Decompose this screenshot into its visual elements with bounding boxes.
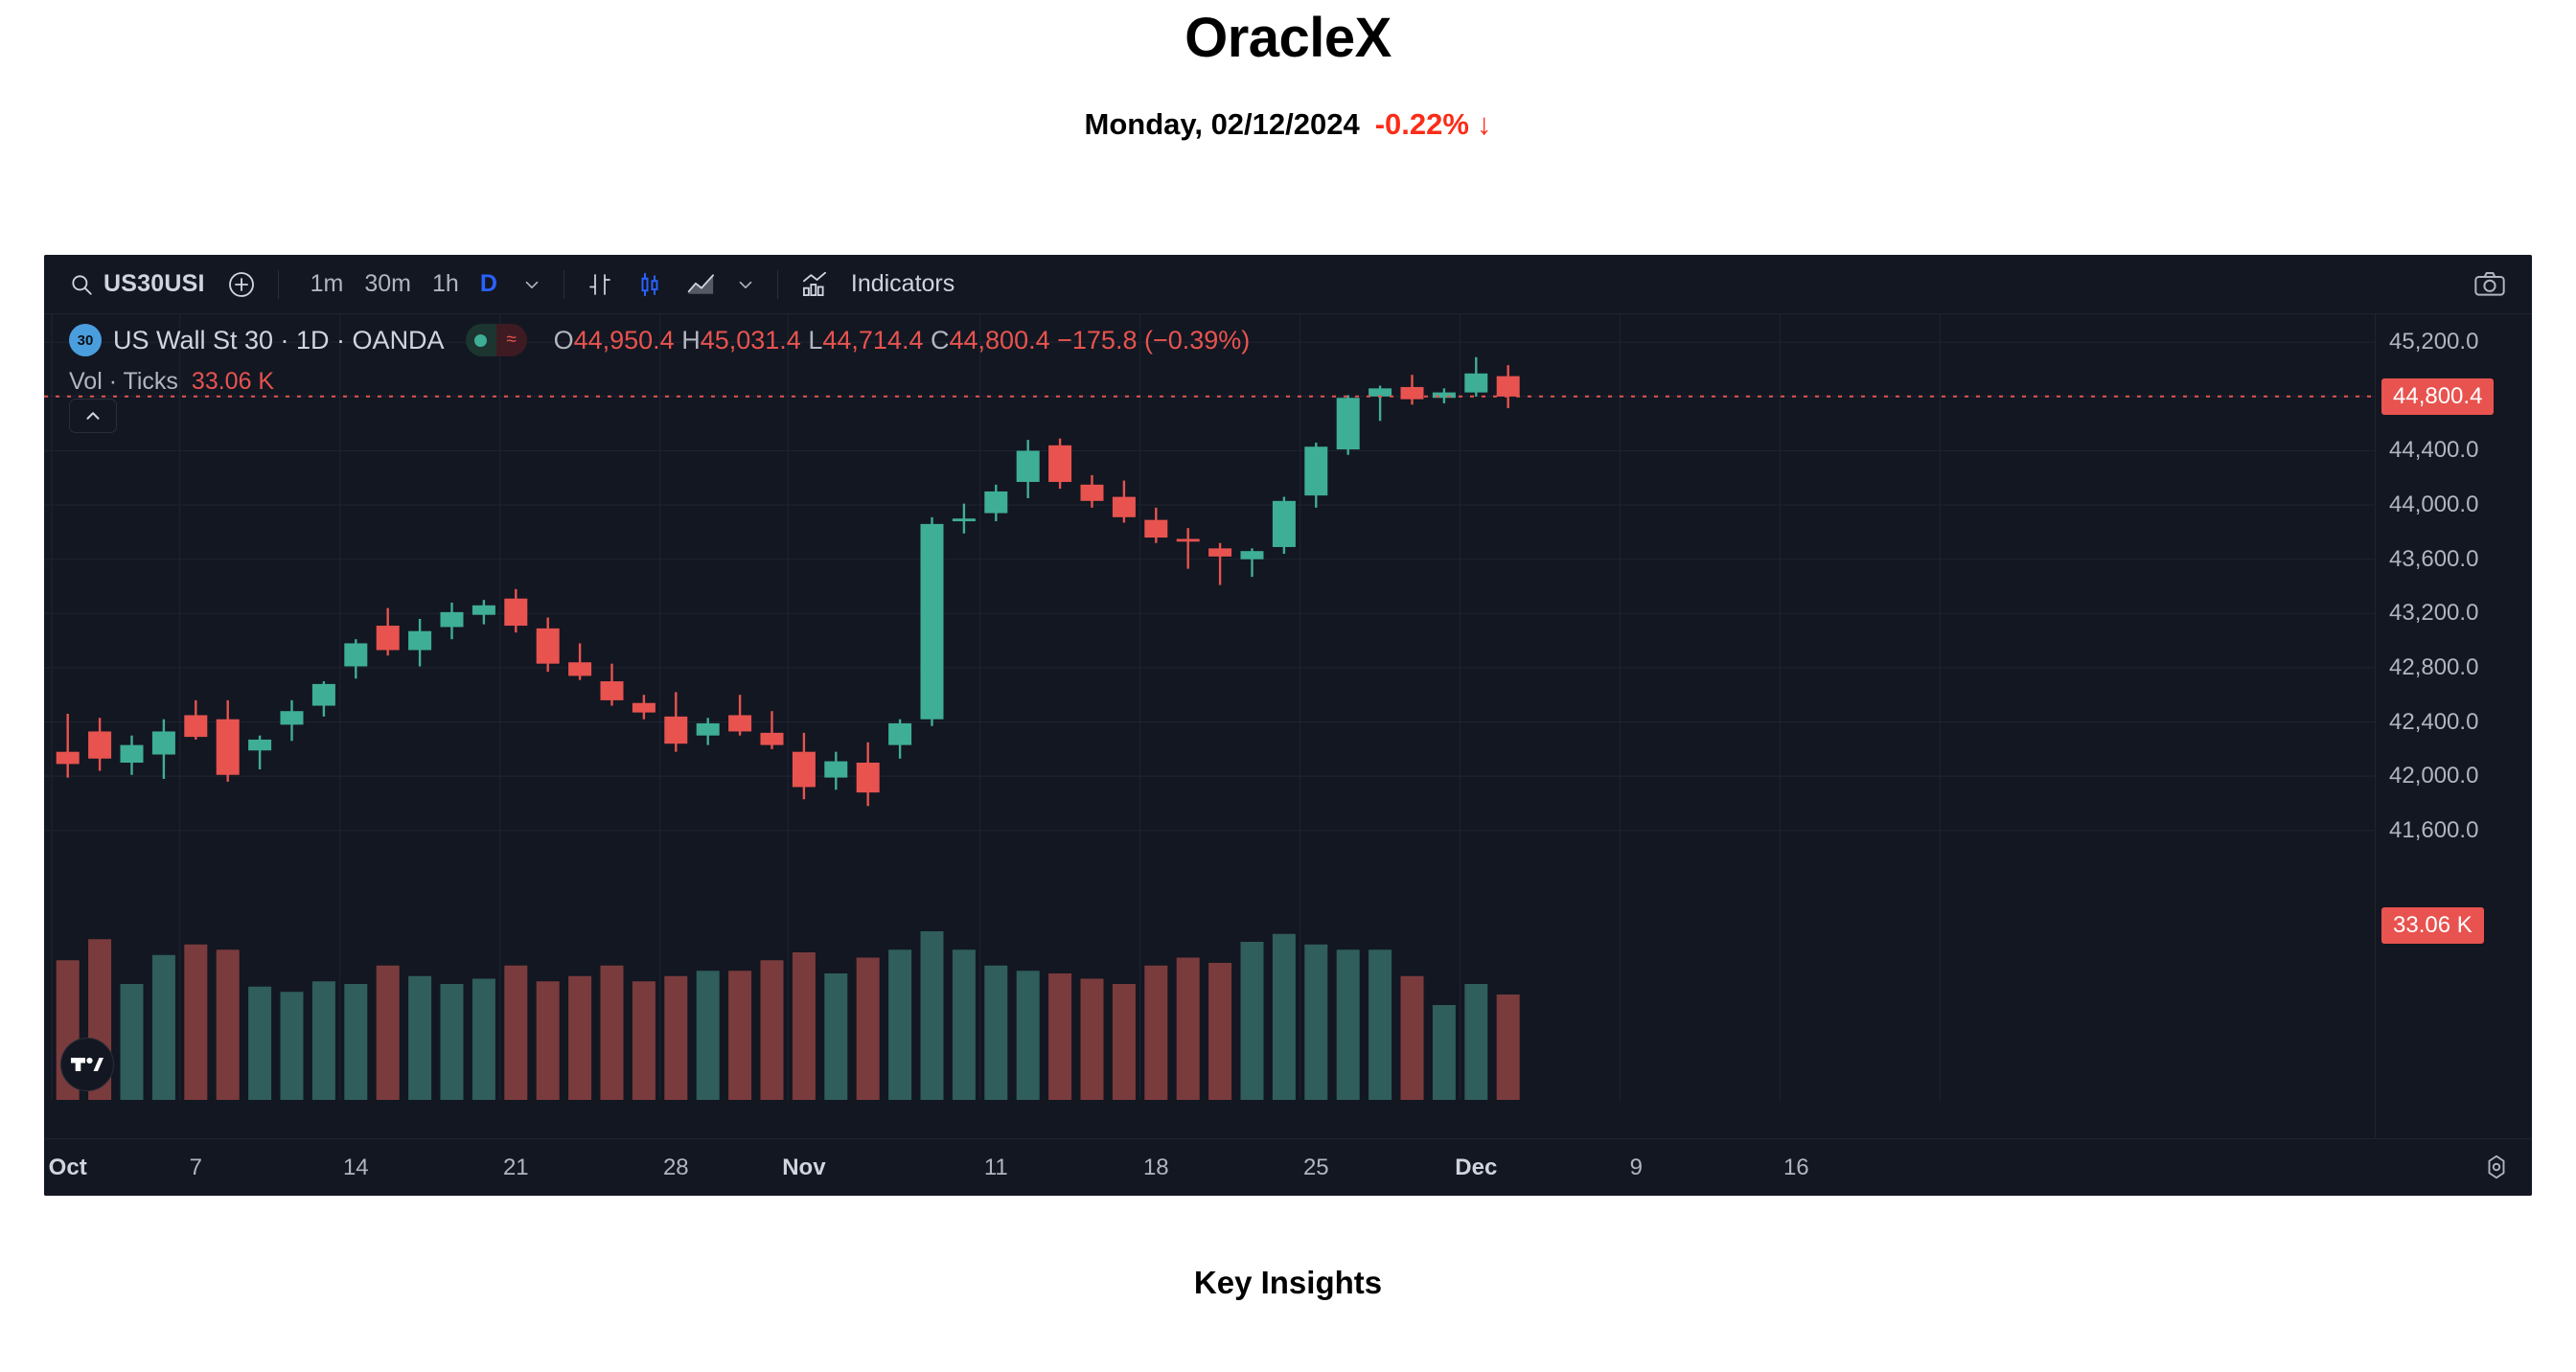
ohlc-open-value: 44,950.4 (573, 325, 675, 354)
time-axis-label: 21 (502, 1155, 529, 1180)
candlestick-svg (44, 314, 2375, 1100)
ohlc-change-abs: −175.8 (1057, 325, 1138, 354)
time-axis-label: Dec (1455, 1155, 1498, 1180)
price-axis-label: 43,200.0 (2389, 600, 2479, 627)
price-axis-label: 45,200.0 (2389, 329, 2479, 355)
page-header: OracleX Monday, 02/12/2024 -0.22% ↓ (0, 0, 2576, 142)
clock-target-icon[interactable] (2482, 1153, 2511, 1181)
ohlc-low-key: L (808, 325, 823, 354)
timeframe-1m[interactable]: 1m (310, 270, 344, 297)
price-axis-label: 43,600.0 (2389, 545, 2479, 572)
price-axis-label: 41,600.0 (2389, 816, 2479, 843)
time-axis-label: 28 (662, 1155, 689, 1180)
chart-legend: 30 US Wall St 30 · 1D · OANDA ≈ O44,950.… (69, 324, 1250, 396)
toolbar-divider-1 (277, 269, 279, 299)
ohlc-close-key: C (931, 325, 950, 354)
time-axis-label: 14 (342, 1155, 369, 1180)
price-axis-label: 42,800.0 (2389, 653, 2479, 680)
symbol-badge: 30 (69, 324, 102, 356)
time-axis-label: 16 (1782, 1155, 1809, 1180)
tradingview-chart-widget: US30USI 1m 30m 1h D (44, 255, 2532, 1196)
ohlc-high-value: 45,031.4 (700, 325, 801, 354)
time-axis-label: 7 (189, 1155, 202, 1180)
time-axis-label: Nov (782, 1155, 826, 1180)
chevron-down-icon[interactable] (521, 274, 542, 295)
price-axis-current-badge: 44,800.4 (2381, 377, 2495, 415)
green-dot-icon (465, 324, 496, 356)
volume-label: Vol · Ticks (69, 368, 178, 395)
ohlc-close-value: 44,800.4 (949, 325, 1050, 354)
volume-value: 33.06 K (191, 368, 275, 395)
price-axis-label: 44,400.0 (2389, 437, 2479, 464)
report-date: Monday, 02/12/2024 (1084, 106, 1360, 141)
time-axis-label: Oct (48, 1155, 87, 1180)
time-axis-label: 18 (1142, 1155, 1169, 1180)
toolbar-divider-3 (776, 269, 778, 299)
page-subheader: Monday, 02/12/2024 -0.22% ↓ (0, 107, 2576, 142)
ohlc-change-pct: (−0.39%) (1143, 325, 1251, 354)
time-axis-label: 9 (1629, 1155, 1643, 1180)
indicators-button[interactable]: Indicators (799, 270, 954, 299)
ohlc-high-key: H (681, 325, 701, 354)
chart-toolbar: US30USI 1m 30m 1h D (44, 255, 2532, 314)
chevron-up-icon (82, 405, 104, 426)
ohlc-open-key: O (553, 325, 574, 354)
price-axis-label: 44,000.0 (2389, 492, 2479, 518)
chart-plot-area[interactable] (44, 314, 2532, 1138)
candlestick-style-icon[interactable] (635, 270, 664, 299)
change-percent: -0.22% (1374, 106, 1469, 141)
symbol-search-button[interactable]: US30USI (69, 270, 205, 298)
camera-icon[interactable] (2472, 269, 2507, 300)
symbol-label: US30USI (104, 270, 205, 297)
timeframe-d[interactable]: D (479, 270, 497, 297)
time-axis-label: 25 (1302, 1155, 1329, 1180)
price-axis-label: 42,000.0 (2389, 763, 2479, 789)
timeframe-1h[interactable]: 1h (432, 270, 459, 297)
volume-axis-badge: 33.06 K (2381, 907, 2484, 945)
chevron-down-icon[interactable] (735, 274, 756, 295)
ohlc-values: O44,950.4 H45,031.4 L44,714.4 C44,800.4 … (554, 326, 1251, 355)
tradingview-logo (60, 1038, 114, 1091)
search-icon (69, 272, 94, 297)
status-badge[interactable]: ≈ (465, 324, 527, 356)
change-down-arrow-icon: ↓ (1476, 106, 1492, 141)
timeframe-30m[interactable]: 30m (364, 270, 411, 297)
area-chart-style-icon[interactable] (685, 270, 718, 299)
plus-circle-icon[interactable] (226, 269, 257, 300)
legend-collapse-button[interactable] (69, 399, 117, 433)
page-title: OracleX (1184, 7, 1392, 69)
time-axis[interactable]: Oct 7 14 21 28 Nov 11 18 25 Dec 9 16 (44, 1138, 2532, 1196)
price-axis-label: 42,400.0 (2389, 708, 2479, 735)
tilde-icon: ≈ (495, 324, 527, 356)
bar-chart-style-icon[interactable] (586, 270, 614, 299)
indicators-label: Indicators (850, 270, 955, 297)
price-axis[interactable]: 45,200.0 44,800.4 44,400.0 44,000.0 43,600.0… (2375, 314, 2532, 1138)
footer-title: Key Insights (1193, 1265, 1383, 1300)
legend-title[interactable]: US Wall St 30 · 1D · OANDA (113, 325, 445, 354)
time-axis-label: 11 (983, 1155, 1008, 1180)
ohlc-low-value: 44,714.4 (822, 325, 924, 354)
indicators-icon (799, 270, 830, 299)
